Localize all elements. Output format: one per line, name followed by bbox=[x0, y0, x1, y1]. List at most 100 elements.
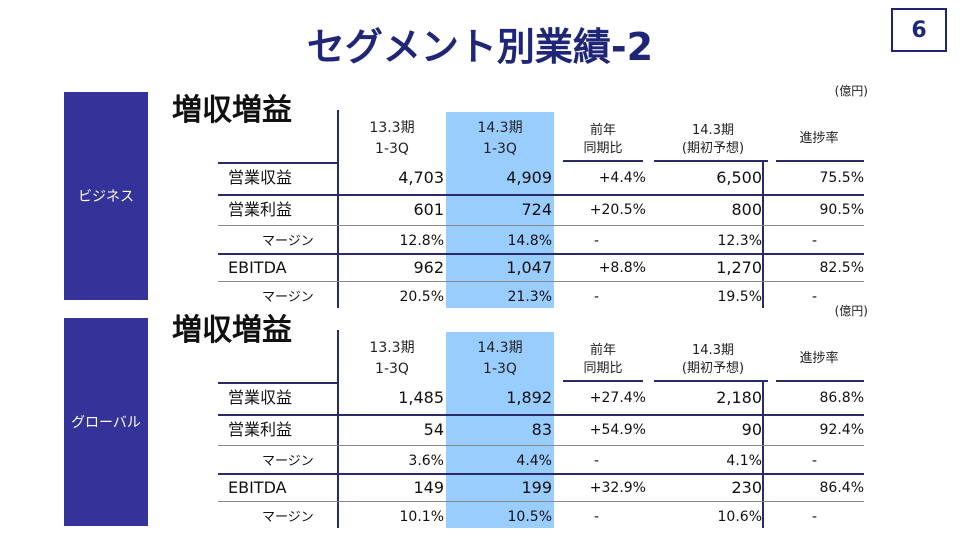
column-header-yoy: 前年 同期比 bbox=[583, 123, 623, 156]
cell-v1: 149 bbox=[413, 478, 444, 497]
cell-v2: 1,892 bbox=[506, 388, 552, 407]
cell-progress: - bbox=[812, 233, 818, 249]
row-rule bbox=[218, 225, 864, 226]
header-rule bbox=[563, 380, 643, 382]
cell-v2: 199 bbox=[521, 478, 552, 497]
row-label: マージン bbox=[262, 510, 314, 525]
section-heading: 増収増益 bbox=[172, 93, 292, 128]
cell-v1: 54 bbox=[423, 420, 444, 439]
segment-label: グローバル bbox=[71, 415, 141, 431]
cell-v2: 1,047 bbox=[506, 258, 552, 277]
row-rule bbox=[218, 445, 864, 446]
cell-yoy: - bbox=[594, 509, 600, 525]
cell-plan: 90 bbox=[741, 420, 762, 439]
cell-v1: 12.8% bbox=[399, 233, 444, 249]
column-header-plan: 14.3期 (期初予想) bbox=[681, 123, 745, 156]
cell-v2: 4.4% bbox=[516, 453, 552, 469]
cell-progress: 75.5% bbox=[819, 170, 864, 186]
row-label: EBITDA bbox=[228, 478, 287, 497]
header-rule bbox=[218, 162, 338, 164]
column-divider bbox=[762, 382, 764, 528]
cell-v1: 3.6% bbox=[408, 453, 444, 469]
column-header-current: 14.3期 1-3Q bbox=[477, 340, 523, 377]
section-heading: 増収増益 bbox=[172, 313, 292, 348]
cell-v1: 4,703 bbox=[398, 168, 444, 187]
column-header-plan: 14.3期 (期初予想) bbox=[681, 343, 745, 376]
cell-progress: - bbox=[812, 509, 818, 525]
row-rule bbox=[218, 414, 864, 416]
page-number: 6 bbox=[911, 17, 927, 43]
cell-plan: 1,270 bbox=[716, 258, 762, 277]
cell-yoy: +27.4% bbox=[589, 390, 646, 406]
cell-progress: 92.4% bbox=[819, 422, 864, 438]
cell-plan: 2,180 bbox=[716, 388, 762, 407]
cell-plan: 6,500 bbox=[716, 168, 762, 187]
unit-label: (億円) bbox=[834, 84, 868, 98]
segment-label-box: グローバル bbox=[64, 318, 148, 526]
row-label: マージン bbox=[262, 454, 314, 469]
cell-progress: - bbox=[812, 289, 818, 305]
cell-v1: 601 bbox=[413, 200, 444, 219]
row-rule bbox=[218, 194, 864, 196]
cell-plan: 4.1% bbox=[726, 453, 762, 469]
segment-label: ビジネス bbox=[78, 189, 134, 205]
row-rule bbox=[218, 253, 864, 255]
cell-v1: 1,485 bbox=[398, 388, 444, 407]
row-label: マージン bbox=[262, 234, 314, 249]
cell-yoy: +32.9% bbox=[589, 480, 646, 496]
cell-v1: 20.5% bbox=[399, 289, 444, 305]
cell-v2: 83 bbox=[531, 420, 552, 439]
unit-label: (億円) bbox=[834, 304, 868, 318]
page-title: セグメント別業績-2 bbox=[306, 25, 654, 69]
current-period-highlight bbox=[446, 332, 554, 528]
row-rule bbox=[218, 501, 864, 502]
column-header-current: 14.3期 1-3Q bbox=[477, 120, 523, 157]
row-rule bbox=[218, 473, 864, 475]
cell-yoy: +8.8% bbox=[598, 260, 646, 276]
column-header-progress: 進捗率 bbox=[799, 351, 839, 366]
current-period-highlight bbox=[446, 112, 554, 308]
row-label: 営業利益 bbox=[228, 420, 293, 439]
cell-v2: 724 bbox=[521, 200, 552, 219]
page-number-box: 6 bbox=[891, 8, 947, 52]
header-rule bbox=[654, 380, 768, 382]
column-header-prev: 13.3期 1-3Q bbox=[369, 340, 415, 377]
cell-yoy: +54.9% bbox=[589, 422, 646, 438]
cell-v1: 962 bbox=[413, 258, 444, 277]
column-header-yoy: 前年 同期比 bbox=[583, 343, 623, 376]
header-rule bbox=[654, 160, 768, 162]
cell-plan: 19.5% bbox=[717, 289, 762, 305]
cell-yoy: - bbox=[594, 453, 600, 469]
row-rule bbox=[218, 281, 864, 282]
row-label: 営業収益 bbox=[228, 168, 293, 187]
cell-progress: 86.4% bbox=[819, 480, 864, 496]
cell-v1: 10.1% bbox=[399, 509, 444, 525]
column-divider bbox=[762, 162, 764, 308]
header-rule bbox=[776, 380, 864, 382]
header-rule bbox=[563, 160, 643, 162]
row-label: 営業利益 bbox=[228, 200, 293, 219]
cell-yoy: +4.4% bbox=[598, 170, 646, 186]
cell-progress: - bbox=[812, 453, 818, 469]
cell-v2: 21.3% bbox=[507, 289, 552, 305]
segment-label-box: ビジネス bbox=[64, 92, 148, 300]
header-rule bbox=[218, 382, 338, 384]
column-header-prev: 13.3期 1-3Q bbox=[369, 120, 415, 157]
cell-v2: 10.5% bbox=[507, 509, 552, 525]
cell-yoy: +20.5% bbox=[589, 202, 646, 218]
cell-plan: 10.6% bbox=[717, 509, 762, 525]
cell-yoy: - bbox=[594, 289, 600, 305]
cell-progress: 86.8% bbox=[819, 390, 864, 406]
column-header-progress: 進捗率 bbox=[799, 131, 839, 146]
column-divider bbox=[337, 110, 339, 308]
column-divider bbox=[337, 330, 339, 528]
cell-yoy: - bbox=[594, 233, 600, 249]
row-label: マージン bbox=[262, 290, 314, 305]
cell-v2: 14.8% bbox=[507, 233, 552, 249]
row-label: 営業収益 bbox=[228, 388, 293, 407]
cell-plan: 800 bbox=[731, 200, 762, 219]
row-label: EBITDA bbox=[228, 258, 287, 277]
cell-progress: 82.5% bbox=[819, 260, 864, 276]
cell-v2: 4,909 bbox=[506, 168, 552, 187]
cell-plan: 230 bbox=[731, 478, 762, 497]
